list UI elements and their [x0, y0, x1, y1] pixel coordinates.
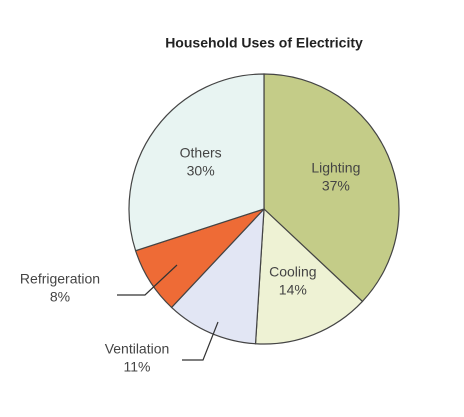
leader-line — [117, 264, 178, 296]
pie-slice — [170, 207, 265, 345]
slice-label: Others — [180, 145, 222, 161]
value-label: 37% — [322, 178, 350, 194]
pie-slice — [263, 73, 400, 303]
chart-title: Household Uses of Electricity — [165, 35, 363, 51]
value-label: 11% — [124, 359, 151, 375]
slice-label: Ventilation — [105, 341, 170, 357]
pie-slice — [254, 207, 364, 345]
slice-label: Lighting — [311, 160, 360, 176]
slice-label: Refrigeration — [20, 271, 100, 287]
leader-line — [182, 321, 219, 361]
value-label: 30% — [187, 163, 215, 179]
value-label: 8% — [50, 289, 70, 305]
pie-slice — [128, 73, 265, 252]
slice-label: Cooling — [269, 264, 316, 280]
value-label: 14% — [279, 282, 307, 298]
